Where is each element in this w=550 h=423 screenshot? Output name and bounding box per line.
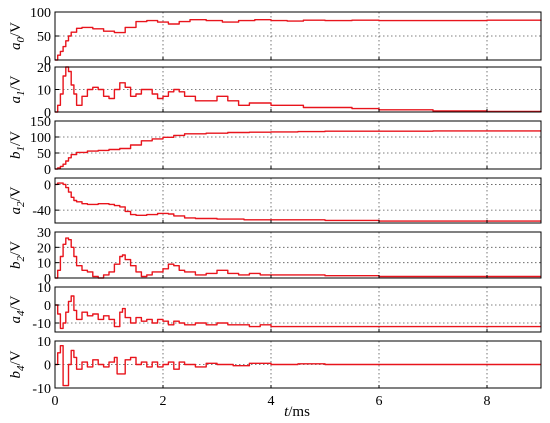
xtick-label-1: 2 bbox=[160, 394, 167, 409]
xtick-label-2: 4 bbox=[268, 394, 275, 409]
ylabel-base-b4: b bbox=[8, 371, 24, 379]
ylabel-base-b2: b bbox=[8, 261, 24, 269]
x-axis-unit: /ms bbox=[288, 404, 310, 420]
series-line-b2 bbox=[55, 237, 541, 279]
ytick-label-b2-0: 0 bbox=[44, 272, 51, 287]
series-line-a1 bbox=[55, 66, 542, 113]
ytick-label-b4-2: 10 bbox=[37, 335, 51, 350]
ylabel-unit-b1: /V bbox=[8, 131, 24, 146]
ytick-label-a4-1: 0 bbox=[44, 299, 51, 314]
ytick-label-a1-0: 0 bbox=[44, 106, 51, 121]
ytick-label-a4-2: 10 bbox=[37, 281, 51, 296]
series-line-a0 bbox=[55, 19, 542, 61]
xtick-label-4: 8 bbox=[484, 394, 491, 409]
frame-b1 bbox=[54, 120, 542, 170]
ylabel-a1: a1/V bbox=[8, 75, 27, 103]
ytick-label-b4-1: 0 bbox=[44, 359, 51, 374]
ylabel-sub-a2: 2 bbox=[15, 201, 27, 207]
panel-a2: -40 0 a2/V bbox=[8, 177, 542, 224]
ytick-label-b1-1: 50 bbox=[37, 147, 51, 162]
series-line-b4 bbox=[55, 345, 541, 387]
ylabel-base-b1: b bbox=[8, 151, 24, 159]
ylabel-sub-a0: 0 bbox=[15, 37, 27, 43]
ylabel-unit-a2: /V bbox=[8, 186, 24, 201]
ylabel-base-a4: a bbox=[8, 316, 24, 324]
frame-a2 bbox=[54, 177, 542, 224]
ytick-label-a2-1: 0 bbox=[44, 178, 51, 193]
ytick-label-a0-1: 50 bbox=[37, 30, 51, 45]
ylabel-unit-a4: /V bbox=[8, 295, 24, 310]
panel-b4: -10 0 10 b4/V bbox=[8, 335, 542, 397]
panel-a1: 0 10 20 a1/V bbox=[8, 61, 542, 121]
ylabel-base-a2: a bbox=[8, 207, 24, 215]
panel-a4: -10 0 10 a4/V bbox=[8, 281, 542, 333]
ylabel-unit-a0: /V bbox=[8, 22, 24, 37]
ylabel-b4: b4/V bbox=[8, 350, 27, 378]
ylabel-base-a1: a bbox=[8, 96, 24, 104]
ytick-label-b1-2: 100 bbox=[30, 131, 51, 146]
ytick-label-b1-3: 150 bbox=[30, 115, 51, 130]
frame-b2 bbox=[54, 231, 542, 279]
ylabel-sub-a4: 4 bbox=[15, 310, 27, 316]
ylabel-unit-a1: /V bbox=[8, 75, 24, 90]
ylabel-sub-b4: 4 bbox=[15, 365, 27, 371]
ylabel-base-a0: a bbox=[8, 43, 24, 51]
ylabel-a4: a4/V bbox=[8, 295, 27, 323]
ylabel-b1: b1/V bbox=[8, 131, 27, 159]
ylabel-sub-b2: 2 bbox=[15, 256, 27, 262]
x-axis-label: t/ms bbox=[284, 404, 310, 420]
ylabel-sub-b1: 1 bbox=[15, 146, 27, 152]
ytick-label-b4-0: -10 bbox=[32, 382, 51, 397]
x-axis-symbol: t bbox=[284, 404, 289, 420]
ylabel-sub-a1: 1 bbox=[15, 91, 27, 97]
xtick-label-3: 6 bbox=[376, 394, 383, 409]
ytick-label-a0-2: 100 bbox=[30, 6, 51, 21]
ylabel-b2: b2/V bbox=[8, 241, 27, 269]
frame-a4 bbox=[54, 286, 542, 333]
ytick-label-a0-0: 0 bbox=[44, 54, 51, 69]
ylabel-a2: a2/V bbox=[8, 186, 27, 214]
ytick-label-a2-0: -40 bbox=[32, 204, 51, 219]
series-line-a4 bbox=[55, 295, 541, 330]
ytick-label-b2-1: 10 bbox=[37, 257, 51, 272]
series-line-b1 bbox=[55, 130, 541, 170]
ytick-label-a4-0: -10 bbox=[32, 317, 51, 332]
ytick-label-b2-2: 20 bbox=[37, 241, 51, 256]
ytick-label-b2-3: 30 bbox=[37, 226, 51, 241]
ytick-label-b1-0: 0 bbox=[44, 163, 51, 178]
ytick-label-a1-2: 20 bbox=[37, 61, 51, 76]
ytick-label-a1-1: 10 bbox=[37, 84, 51, 99]
xtick-label-0: 0 bbox=[52, 394, 59, 409]
ylabel-a0: a0/V bbox=[8, 22, 27, 50]
ylabel-unit-b2: /V bbox=[8, 241, 24, 256]
ylabel-unit-b4: /V bbox=[8, 350, 24, 365]
series-line-a2 bbox=[55, 182, 541, 222]
